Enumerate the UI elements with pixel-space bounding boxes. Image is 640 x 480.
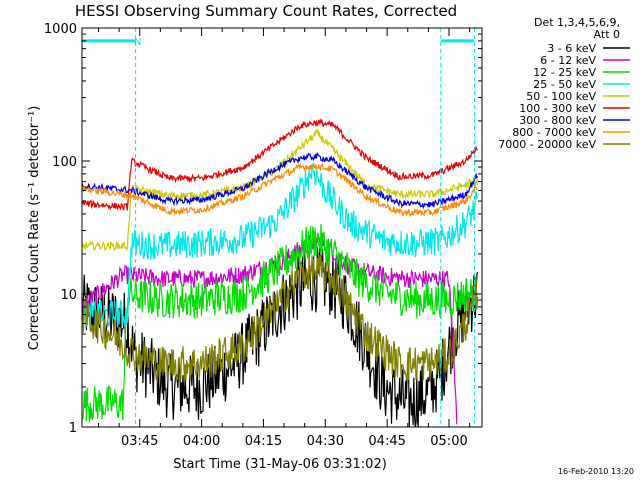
y-tick-label-0: 1 bbox=[69, 421, 77, 436]
legend-label-4: 50 - 100 keV bbox=[526, 90, 596, 103]
y-tick-label-1: 10 bbox=[60, 288, 77, 303]
legend-label-2: 12 - 25 keV bbox=[533, 66, 596, 79]
footer-timestamp: 16-Feb-2010 13:20 bbox=[558, 467, 634, 476]
x-axis-label: Start Time (31-May-06 03:31:02) bbox=[173, 457, 387, 472]
series-line-6 bbox=[81, 152, 479, 210]
y-axis: 1 10 100 1000 bbox=[44, 22, 482, 436]
x-tick-label-2: 04:15 bbox=[245, 434, 282, 449]
plot-frame bbox=[81, 27, 483, 428]
legend-header-line-1: Det 1,3,4,5,6,9, bbox=[534, 16, 620, 29]
legend-header-line-2: Att 0 bbox=[594, 28, 620, 41]
x-tick-label-5: 05:00 bbox=[430, 434, 467, 449]
legend-label-7: 800 - 7000 keV bbox=[512, 126, 596, 139]
plot-area: N bbox=[81, 28, 479, 428]
series-line-3 bbox=[81, 164, 479, 329]
x-tick-label-1: 04:00 bbox=[183, 434, 220, 449]
legend-label-0: 3 - 6 keV bbox=[547, 42, 596, 55]
series-line-0 bbox=[81, 246, 479, 428]
legend-label-8: 7000 - 20000 keV bbox=[498, 138, 596, 151]
series-line-8 bbox=[81, 253, 479, 383]
x-tick-label-4: 04:45 bbox=[368, 434, 405, 449]
legend-label-3: 25 - 50 keV bbox=[533, 78, 596, 91]
x-tick-label-3: 04:30 bbox=[307, 434, 344, 449]
y-axis-label: Corrected Count Rate (s⁻¹ detector⁻¹) bbox=[27, 106, 42, 351]
series-line-2 bbox=[81, 223, 479, 423]
flag-label: N bbox=[134, 37, 141, 48]
x-tick-label-0: 03:45 bbox=[121, 434, 158, 449]
legend-label-6: 300 - 800 keV bbox=[519, 114, 596, 127]
series-line-4 bbox=[81, 128, 479, 251]
series-line-5 bbox=[81, 118, 479, 212]
x-axis: 03:45 04:00 04:15 04:30 04:45 05:00 bbox=[97, 28, 471, 449]
legend-label-1: 6 - 12 keV bbox=[540, 54, 596, 67]
y-tick-label-3: 1000 bbox=[44, 22, 77, 37]
chart-title: HESSI Observing Summary Count Rates, Cor… bbox=[75, 2, 457, 20]
series-lines bbox=[81, 118, 479, 428]
series-line-7 bbox=[81, 162, 478, 218]
night-markers bbox=[135, 28, 476, 427]
legend-label-5: 100 - 300 keV bbox=[519, 102, 596, 115]
y-tick-label-2: 100 bbox=[52, 155, 77, 170]
